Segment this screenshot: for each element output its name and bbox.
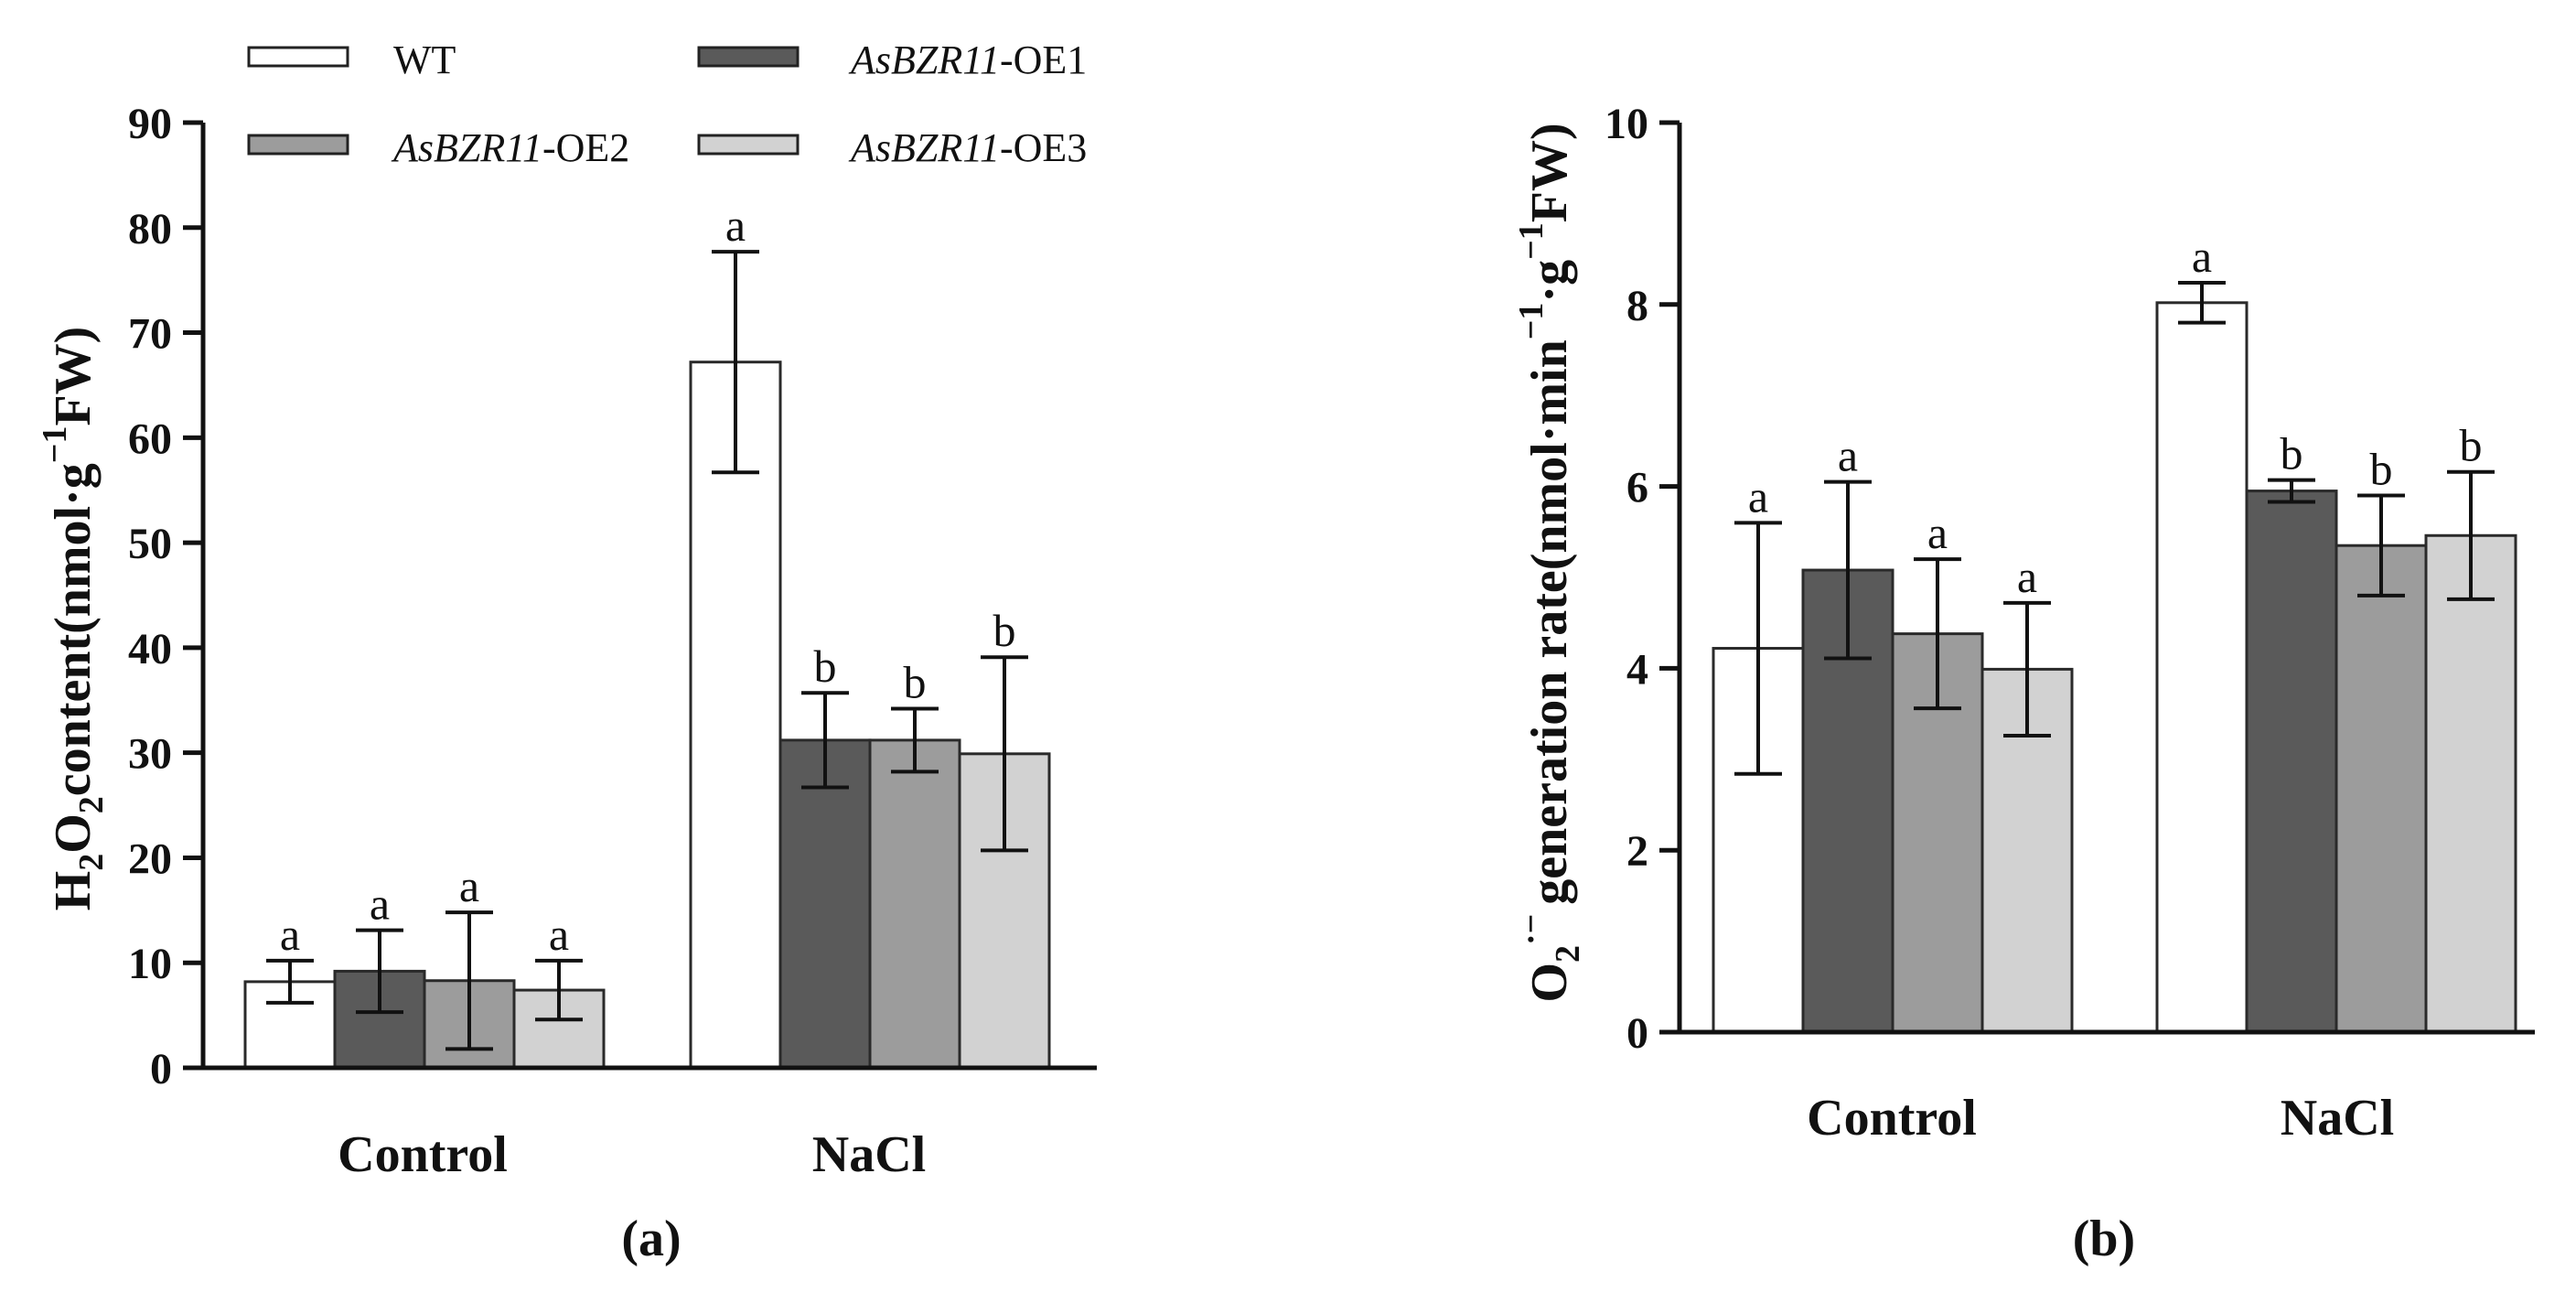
chart-a-marks: a a a a a b b b (243, 199, 1051, 1070)
chart-a-y-tick-label: 20 (128, 834, 172, 883)
chart-b-bar-oe1-nacl (2245, 490, 2338, 1034)
chart-a-y-tick-label: 70 (128, 310, 172, 359)
chart-a-sig-letter-oe1-control: a (370, 878, 390, 930)
chart-b-y-tick-label: 2 (1626, 827, 1648, 876)
chart-b-bar-oe3-nacl (2424, 533, 2517, 1034)
chart-b-bar-wt-nacl (2155, 301, 2249, 1034)
chart-b-sig-letter-oe3-nacl: b (2460, 420, 2483, 471)
chart-a-sig-letter-oe3-nacl: b (993, 605, 1016, 656)
chart-b-bar-oe2-nacl (2334, 544, 2428, 1034)
chart-a-sig-letter-wt-nacl: a (725, 199, 746, 251)
chart-a-y-tick-label: 40 (128, 625, 172, 673)
chart-a-y-axis-label: H2O2content(nmol·g−1FW) (36, 327, 111, 911)
chart-b-y-tick-label: 10 (1605, 100, 1648, 148)
chart-a-sig-letter-oe2-nacl: b (904, 656, 927, 707)
chart-a-category-control: Control (338, 1126, 508, 1183)
legend-swatch-oe2 (247, 134, 349, 156)
chart-a-y-tick-label: 50 (128, 520, 172, 568)
chart-a-y-tick-label: 10 (128, 940, 172, 988)
panel-label-a: (a) (621, 1211, 681, 1267)
chart-a-sig-letter-oe2-control: a (459, 860, 479, 911)
chart-panel-a: a a a a a b b b 0 10 20 30 40 50 60 70 80 90 H2O2content… (36, 100, 1097, 1267)
chart-a-y-tick-label: 90 (128, 100, 172, 148)
chart-b-category-nacl: NaCl (2281, 1090, 2394, 1147)
chart-b-bar-oe1-control (1801, 568, 1894, 1034)
chart-b-sig-letter-oe3-control: a (2017, 551, 2037, 602)
legend-label-oe1: AsBZR11-OE1 (848, 38, 1087, 82)
chart-a-bar-oe1-nacl (778, 738, 872, 1070)
chart-a-sig-letter-wt-control: a (280, 909, 300, 960)
chart-a-y-tick-label: 80 (128, 205, 172, 253)
chart-a-sig-letter-oe3-control: a (549, 909, 569, 960)
chart-a-ticks: 0 10 20 30 40 50 60 70 80 90 (128, 100, 203, 1093)
chart-b-sig-letter-oe1-control: a (1838, 430, 1858, 481)
legend-label-wt: WT (393, 38, 456, 82)
panel-label-b: (b) (2073, 1211, 2135, 1267)
chart-b-y-axis-label: O2·−generation rate(nmol·min−1·g−1FW) (1512, 123, 1587, 1002)
chart-b-category-control: Control (1807, 1090, 1977, 1147)
chart-b-y-tick-label: 8 (1626, 282, 1648, 330)
legend-swatch-wt (247, 46, 349, 68)
chart-a-y-tick-label: 30 (128, 730, 172, 779)
legend-swatch-oe1 (697, 46, 800, 68)
chart-b-sig-letter-oe2-nacl: b (2370, 444, 2393, 495)
chart-b-ticks: 0 2 4 6 8 10 (1605, 100, 1680, 1058)
chart-b-sig-letter-oe2-control: a (1927, 507, 1948, 558)
chart-b-sig-letter-wt-control: a (1748, 470, 1768, 522)
chart-b-y-tick-label: 6 (1626, 464, 1648, 512)
chart-a-bar-oe2-nacl (868, 738, 961, 1070)
chart-b-y-tick-label: 4 (1626, 645, 1648, 694)
legend-swatch-oe3 (697, 134, 800, 156)
chart-b-sig-letter-wt-nacl: a (2192, 231, 2212, 282)
chart-a-y-tick-label: 0 (150, 1045, 172, 1093)
chart-a-sig-letter-oe1-nacl: b (814, 641, 837, 692)
chart-b-y-tick-label: 0 (1626, 1009, 1648, 1058)
legend-label-oe3: AsBZR11-OE3 (848, 125, 1087, 170)
chart-a-y-tick-label: 60 (128, 415, 172, 463)
chart-b-marks: a a a a a b b b (1712, 231, 2517, 1034)
chart-a-category-nacl: NaCl (812, 1126, 926, 1183)
chart-panel-b: a a a a a b b b 0 2 4 6 8 10 O2·−generation rate(nmo… (1512, 100, 2535, 1267)
legend: WT AsBZR11-OE1 AsBZR11-OE2 AsBZR11-OE3 (247, 38, 1087, 170)
legend-label-oe2: AsBZR11-OE2 (391, 125, 629, 170)
chart-b-sig-letter-oe1-nacl: b (2281, 428, 2303, 479)
